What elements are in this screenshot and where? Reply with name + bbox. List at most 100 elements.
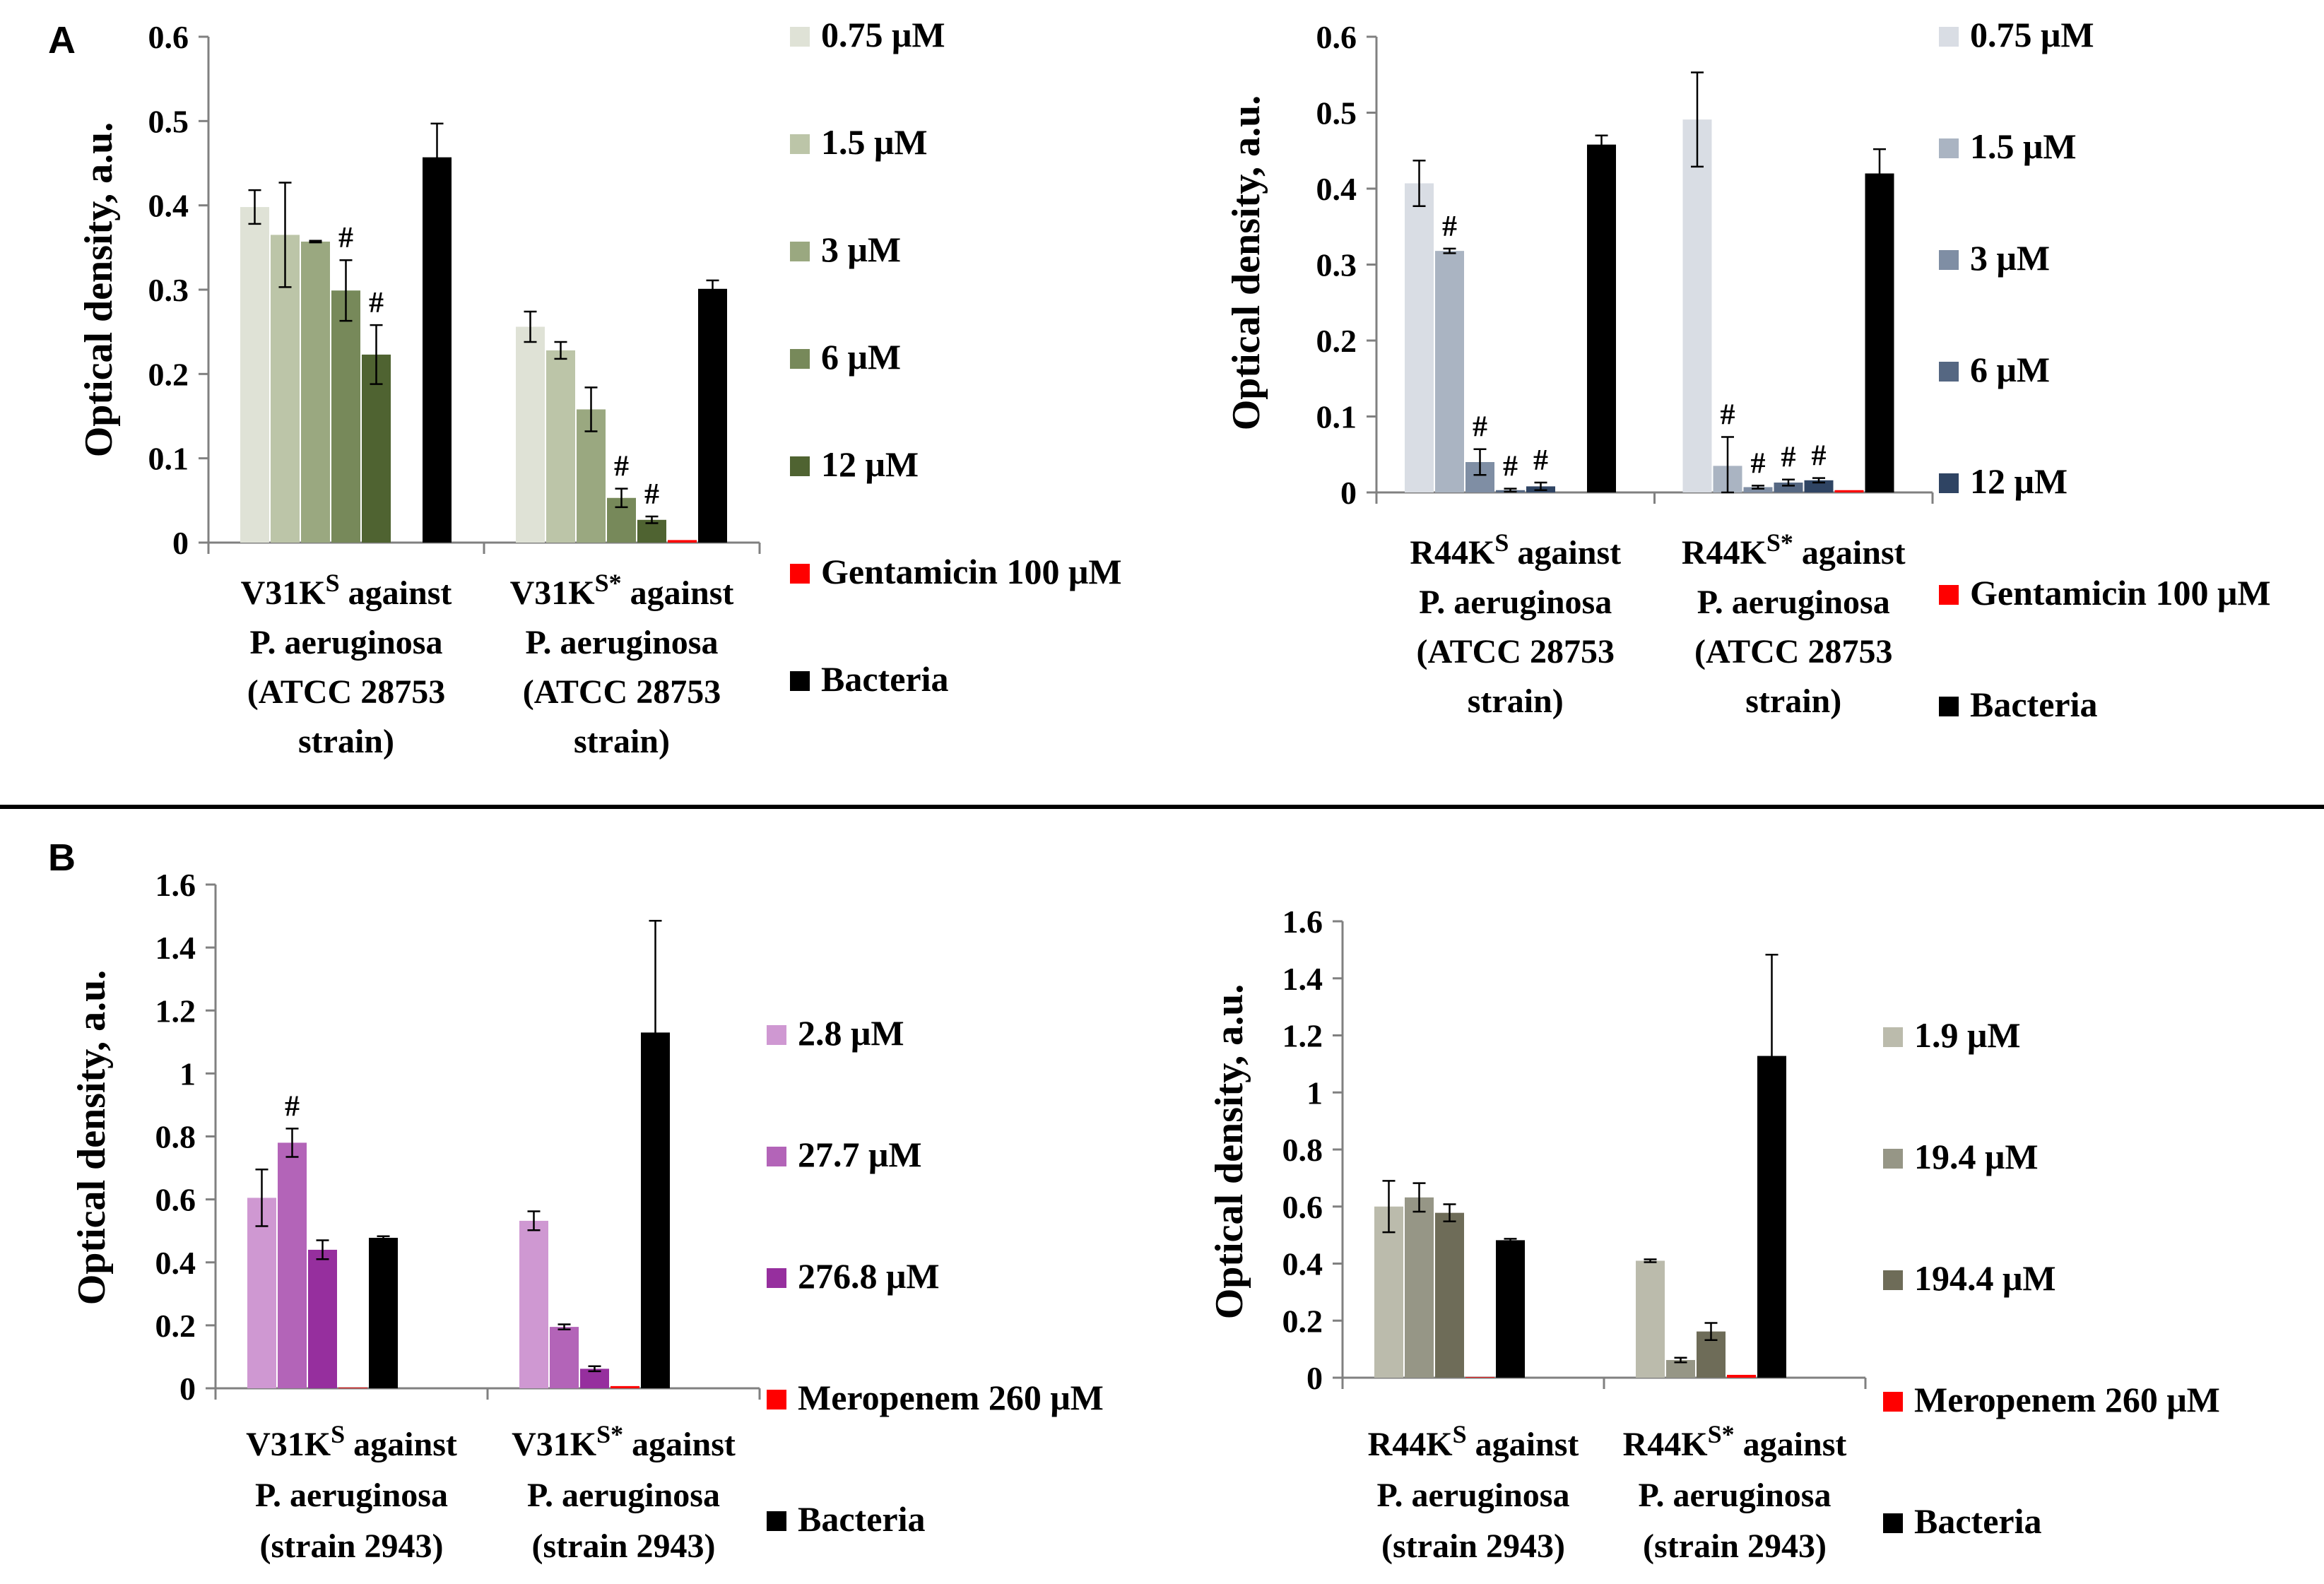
legend-label: 12 μM	[821, 444, 919, 484]
y-tick-label: 0.2	[1316, 323, 1357, 359]
bar-0-1	[1682, 119, 1712, 493]
bar-6-1	[1865, 173, 1894, 492]
significance-mark: #	[614, 451, 629, 483]
legend-label: 6 μM	[821, 337, 901, 377]
y-tick-label: 0.2	[148, 356, 189, 392]
legend-label: 0.75 μM	[821, 15, 945, 54]
category-label-line: strain)	[574, 723, 670, 760]
legend-swatch	[1883, 1149, 1903, 1169]
category-label-line: P. aeruginosa	[250, 624, 443, 661]
y-tick-label: 1	[1306, 1075, 1323, 1111]
bar-4-0	[369, 1237, 398, 1388]
legend-swatch	[767, 1025, 786, 1045]
legend-swatch	[1883, 1270, 1903, 1290]
significance-mark: #	[1533, 444, 1548, 477]
legend-label: 3 μM	[1970, 238, 2050, 278]
legend-label: 0.75 μM	[1970, 15, 2094, 54]
category-label: R44KS against	[1410, 528, 1621, 572]
legend-label: 2.8 μM	[798, 1013, 904, 1053]
category-label-line: strain)	[1745, 682, 1841, 720]
legend-label: Meropenem 260 μM	[798, 1378, 1104, 1417]
bar-6-0	[423, 157, 452, 543]
legend-swatch	[1939, 27, 1959, 47]
legend-swatch	[1939, 473, 1959, 493]
legend-swatch	[790, 134, 810, 154]
y-axis-label: Optical density, a.u.	[77, 122, 121, 458]
significance-mark: #	[1721, 399, 1735, 432]
legend-swatch	[767, 1147, 786, 1166]
bar-2-0	[1435, 1212, 1464, 1378]
category-label-line: P. aeruginosa	[255, 1477, 448, 1514]
bar-1-0	[1435, 251, 1464, 492]
y-tick-label: 0	[179, 1371, 196, 1407]
bar-0-1	[519, 1220, 548, 1388]
bar-1-1	[550, 1327, 579, 1388]
y-tick-label: 1.6	[155, 867, 196, 903]
bar-1-0	[278, 1142, 307, 1388]
y-tick-label: 0	[172, 525, 189, 561]
legend-label: 12 μM	[1970, 461, 2068, 501]
legend-swatch	[1939, 138, 1959, 158]
legend-swatch	[790, 564, 810, 584]
legend-label: Bacteria	[798, 1499, 925, 1539]
category-label-line: (ATCC 28753	[1694, 633, 1892, 670]
y-tick-label: 1.2	[1282, 1018, 1323, 1054]
legend-label: 3 μM	[821, 230, 901, 269]
legend-label: 194.4 μM	[1914, 1258, 2056, 1298]
legend-swatch	[790, 456, 810, 476]
chart-b-right: 0 0.2 0.4 0.6 0.8 1 1.2 1.4 1.6 Optical density, …	[1208, 904, 2220, 1565]
category-label-line: (ATCC 28753	[523, 673, 721, 711]
category-label: R44KS against	[1368, 1420, 1579, 1463]
legend-label: 1.9 μM	[1914, 1015, 2021, 1055]
chart-a-left: 0 0.1 0.2 0.3 0.4 0.5 0.6 Optical density, a.u.…	[77, 15, 1122, 760]
legend-label: Gentamicin 100 μM	[821, 552, 1122, 591]
y-tick-label: 0.1	[1316, 399, 1357, 435]
chart-a-right: 0 0.1 0.2 0.3 0.4 0.5 0.6 Optical density, a.u.…	[1225, 15, 2271, 724]
legend-swatch	[1939, 250, 1959, 270]
category-label-line: P. aeruginosa	[1697, 584, 1890, 621]
category-label-line: P. aeruginosa	[527, 1477, 720, 1514]
bar-0-1	[516, 326, 545, 543]
legend-label: 1.5 μM	[1970, 126, 2077, 166]
y-tick-label: 0.4	[1316, 171, 1357, 207]
y-tick-label: 1.6	[1282, 904, 1323, 940]
y-tick-label: 0	[1306, 1360, 1323, 1396]
y-axis-label: Optical density, a.u.	[1225, 95, 1268, 431]
bar-5-1	[668, 540, 697, 543]
category-label: V31KS against	[246, 1420, 457, 1463]
bar-1-0	[1405, 1197, 1434, 1378]
y-tick-label: 1.2	[155, 993, 196, 1029]
legend-swatch	[767, 1390, 786, 1409]
category-label-line: strain)	[298, 723, 394, 760]
legend-label: 1.5 μM	[821, 122, 928, 162]
bar-3-1	[1774, 483, 1803, 492]
y-tick-label: 0.6	[148, 19, 189, 55]
y-tick-label: 0.6	[155, 1182, 196, 1218]
significance-mark: #	[1442, 211, 1457, 243]
bar-0-1	[1636, 1260, 1665, 1378]
legend-swatch	[767, 1511, 786, 1531]
y-tick-label: 0.2	[155, 1308, 196, 1344]
panel-b-label: B	[48, 837, 76, 879]
significance-mark: #	[338, 222, 353, 254]
legend-swatch	[1939, 697, 1959, 716]
chart-b-left: 0 0.2 0.4 0.6 0.8 1 1.2 1.4 1.6 Optical density, …	[70, 867, 1104, 1565]
significance-mark: #	[1751, 447, 1766, 480]
bar-3-0	[331, 290, 360, 543]
legend-label: Bacteria	[1970, 685, 2097, 724]
legend-swatch	[1939, 362, 1959, 382]
legend-swatch	[790, 671, 810, 691]
category-label-line: (strain 2943)	[260, 1527, 444, 1565]
category-label: R44KS* against	[1682, 528, 1906, 572]
bar-2-1	[1743, 487, 1773, 492]
significance-mark: #	[1781, 442, 1796, 474]
significance-mark: #	[1812, 440, 1827, 473]
significance-mark: #	[285, 1090, 300, 1123]
bar-3-1	[611, 1385, 639, 1388]
legend-swatch	[790, 27, 810, 47]
panel-a-label: A	[48, 19, 76, 61]
y-tick-label: 0.5	[1316, 95, 1357, 131]
bar-4-1	[1804, 480, 1834, 492]
y-tick-label: 0.4	[155, 1245, 196, 1281]
legend-swatch	[1883, 1392, 1903, 1412]
